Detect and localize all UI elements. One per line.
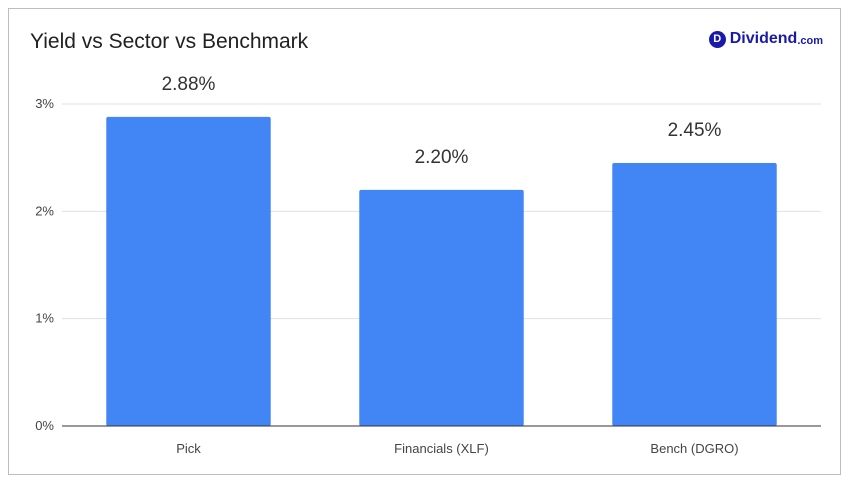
bar [612, 163, 777, 427]
y-tick-label: 1% [35, 311, 54, 326]
y-tick-label: 2% [35, 203, 54, 218]
bar [106, 116, 271, 426]
bar [359, 189, 524, 426]
data-label: 2.45% [668, 120, 722, 141]
data-label: 2.20% [415, 147, 469, 168]
x-tick-label: Financials (XLF) [394, 441, 489, 456]
data-label: 2.88% [162, 74, 216, 95]
y-tick-label: 0% [35, 418, 54, 433]
logo-badge-icon: D [708, 30, 726, 48]
logo-tld: .com [797, 34, 823, 47]
x-tick-label: Bench (DGRO) [650, 441, 738, 456]
dividend-logo[interactable]: D Dividend .com [708, 30, 823, 48]
chart-title: Yield vs Sector vs Benchmark [30, 30, 309, 53]
x-tick-label: Pick [176, 441, 201, 456]
y-tick-label: 3% [35, 96, 54, 111]
logo-name: Dividend [729, 30, 798, 47]
